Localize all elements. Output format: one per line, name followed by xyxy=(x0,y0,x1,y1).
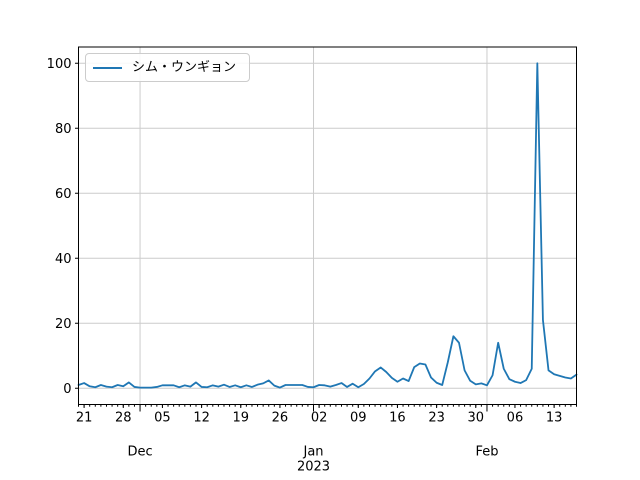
y-tick-label: 40 xyxy=(55,252,72,267)
series-line xyxy=(77,62,578,389)
x-month-label: Dec xyxy=(127,445,152,460)
x-year-label: 2023 xyxy=(297,460,330,475)
x-tick-label: 19 xyxy=(232,411,249,426)
y-tick-label: 80 xyxy=(55,122,72,137)
x-tick-label: 13 xyxy=(546,411,563,426)
legend-line-swatch xyxy=(93,66,122,69)
y-tick-label: 60 xyxy=(55,187,72,202)
x-month-label: Jan xyxy=(302,445,323,460)
gridlines xyxy=(78,47,577,405)
y-tick-label: 0 xyxy=(63,382,71,397)
axes-frame xyxy=(78,46,577,405)
x-tick-label: 09 xyxy=(350,411,367,426)
legend-label: シム・ウンギョン xyxy=(132,60,237,75)
x-tick-label: 05 xyxy=(154,411,171,426)
x-tick-label: 23 xyxy=(428,411,445,426)
y-axis: 0 20 40 60 80 100 xyxy=(47,57,79,397)
y-tick-label: 100 xyxy=(47,57,72,72)
x-tick-label: 02 xyxy=(311,411,328,426)
x-tick-label: 12 xyxy=(193,411,210,426)
x-tick-label: 16 xyxy=(389,411,406,426)
x-tick-label: 28 xyxy=(115,411,132,426)
x-tick-label: 06 xyxy=(507,411,524,426)
x-month-label: Feb xyxy=(475,445,498,460)
x-tick-label: 21 xyxy=(76,411,93,426)
y-tick-label: 20 xyxy=(55,317,72,332)
x-tick-label: 26 xyxy=(272,411,289,426)
legend: シム・ウンギョン xyxy=(85,53,251,82)
x-tick-label: 30 xyxy=(468,411,485,426)
